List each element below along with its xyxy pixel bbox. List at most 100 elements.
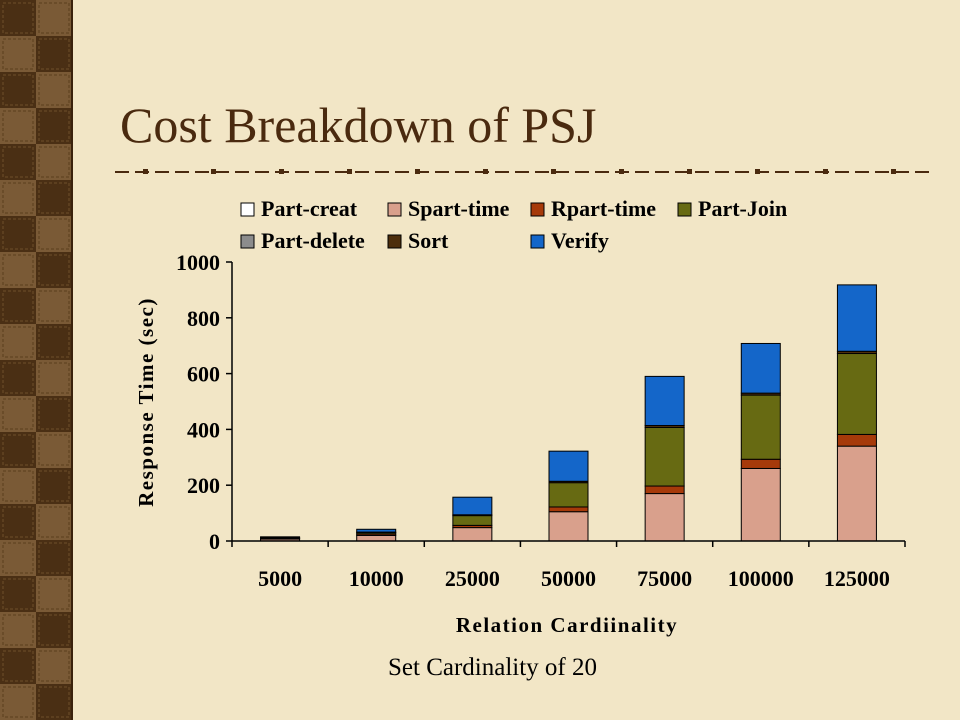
bar-segment-rpart-time bbox=[740, 458, 781, 469]
y-axis-ticks: 0 200 400 600 800 1000 bbox=[176, 250, 232, 554]
bar-segment-spart-time bbox=[740, 467, 781, 542]
bar-segment-verify bbox=[452, 496, 493, 516]
y-tick-label: 200 bbox=[187, 473, 220, 498]
side-strip-tile bbox=[36, 144, 72, 180]
side-strip-tile bbox=[0, 288, 36, 324]
side-strip-tile bbox=[0, 540, 36, 576]
side-strip-tile bbox=[0, 108, 36, 144]
side-strip-stitch bbox=[2, 398, 34, 430]
side-strip-stitch bbox=[38, 650, 70, 682]
side-strip-tile bbox=[0, 468, 36, 504]
bar-segment-spart-time bbox=[356, 534, 397, 542]
side-strip-tile bbox=[36, 108, 72, 144]
side-strip-stitch bbox=[2, 146, 34, 178]
side-strip-tile bbox=[36, 360, 72, 396]
side-strip-stitch bbox=[2, 326, 34, 358]
side-strip-stitch bbox=[38, 218, 70, 250]
legend-label: Rpart-time bbox=[551, 196, 656, 221]
bar-segment-verify bbox=[836, 284, 877, 352]
y-axis-title: Response Time (sec) bbox=[134, 297, 158, 507]
bar-segment-spart-time bbox=[836, 445, 877, 542]
side-strip-stitch bbox=[38, 398, 70, 430]
y-tick-label: 0 bbox=[209, 529, 220, 554]
side-strip-tile bbox=[36, 576, 72, 612]
y-tick-label: 600 bbox=[187, 362, 220, 387]
side-strip-tile bbox=[36, 72, 72, 108]
side-strip-tile bbox=[0, 252, 36, 288]
side-strip-stitch bbox=[38, 326, 70, 358]
x-tick-label: 100000 bbox=[728, 566, 794, 591]
side-strip-tile bbox=[0, 360, 36, 396]
bar-segment-rpart-time bbox=[836, 433, 877, 447]
side-strip-tile bbox=[0, 36, 36, 72]
side-strip-stitch bbox=[38, 578, 70, 610]
legend-label: Part-creat bbox=[261, 196, 358, 221]
divider-dot bbox=[755, 169, 760, 174]
bar-segment-spart-time bbox=[548, 511, 589, 542]
side-strip-stitch bbox=[38, 434, 70, 466]
legend-label: Sort bbox=[408, 228, 449, 253]
side-strip-stitch bbox=[2, 2, 34, 34]
side-strip-tile bbox=[0, 396, 36, 432]
side-strip-stitch bbox=[38, 686, 70, 718]
side-strip-tile bbox=[36, 36, 72, 72]
legend-label: Part-Join bbox=[698, 196, 787, 221]
chart-axes bbox=[231, 262, 905, 542]
bar-segment-spart-time bbox=[644, 493, 685, 542]
bar-segment-part-join bbox=[548, 482, 589, 508]
bar-segment-rpart-time bbox=[644, 485, 685, 495]
legend-swatch bbox=[387, 202, 402, 217]
bar-segment-rpart-time bbox=[548, 506, 589, 513]
slide-caption: Set Cardinality of 20 bbox=[388, 654, 597, 681]
x-tick-label: 50000 bbox=[541, 566, 596, 591]
side-strip-stitch bbox=[2, 434, 34, 466]
side-strip-tile bbox=[0, 72, 36, 108]
stacked-bar-chart: 0 200 400 600 800 1000 5000 10000 25000 50000 750… bbox=[176, 250, 906, 591]
side-strip-tile bbox=[0, 612, 36, 648]
legend-swatch bbox=[387, 234, 402, 249]
side-strip-stitch bbox=[2, 578, 34, 610]
side-strip-stitch bbox=[2, 506, 34, 538]
side-strip-stitch bbox=[38, 470, 70, 502]
legend-swatch bbox=[530, 234, 545, 249]
bar-segment-verify bbox=[548, 450, 589, 482]
side-strip-stitch bbox=[2, 542, 34, 574]
chart-legend: Part-creat Spart-time Rpart-time Part-Join P… bbox=[240, 196, 787, 253]
legend-label: Part-delete bbox=[261, 228, 365, 253]
x-axis-ticks: 5000 10000 25000 50000 75000 100000 125000 bbox=[231, 541, 906, 591]
side-strip-stitch bbox=[38, 362, 70, 394]
side-strip-tile bbox=[36, 684, 72, 720]
y-tick-label: 800 bbox=[187, 306, 220, 331]
divider-dot bbox=[619, 169, 624, 174]
side-strip-stitch bbox=[2, 110, 34, 142]
bar-segment-verify bbox=[260, 536, 301, 539]
side-strip-tile bbox=[0, 684, 36, 720]
side-strip-stitch bbox=[38, 182, 70, 214]
divider-dot bbox=[483, 169, 488, 174]
side-strip-stitch bbox=[38, 254, 70, 286]
bar-stacks bbox=[260, 284, 877, 542]
side-strip-stitch bbox=[38, 38, 70, 70]
divider-dot bbox=[687, 169, 692, 174]
side-strip-tile bbox=[0, 504, 36, 540]
side-strip-tile bbox=[36, 648, 72, 684]
side-strip-tile bbox=[36, 432, 72, 468]
bar-segment-part-join bbox=[452, 515, 493, 526]
side-strip-tile bbox=[0, 324, 36, 360]
bar-segment-verify bbox=[356, 528, 397, 533]
bar-segment-part-join bbox=[740, 394, 781, 460]
divider-dot bbox=[415, 169, 420, 174]
legend-label: Spart-time bbox=[408, 196, 510, 221]
x-tick-label: 5000 bbox=[258, 566, 302, 591]
side-strip-tile bbox=[36, 504, 72, 540]
legend-swatch bbox=[240, 202, 255, 217]
divider-dot bbox=[551, 169, 556, 174]
side-strip-tile bbox=[36, 324, 72, 360]
side-strip-stitch bbox=[2, 362, 34, 394]
side-strip-stitch bbox=[2, 38, 34, 70]
divider-dot bbox=[279, 169, 284, 174]
title-divider bbox=[115, 169, 930, 174]
legend-label: Verify bbox=[551, 228, 609, 253]
legend-swatch bbox=[677, 202, 692, 217]
divider-dot bbox=[347, 169, 352, 174]
